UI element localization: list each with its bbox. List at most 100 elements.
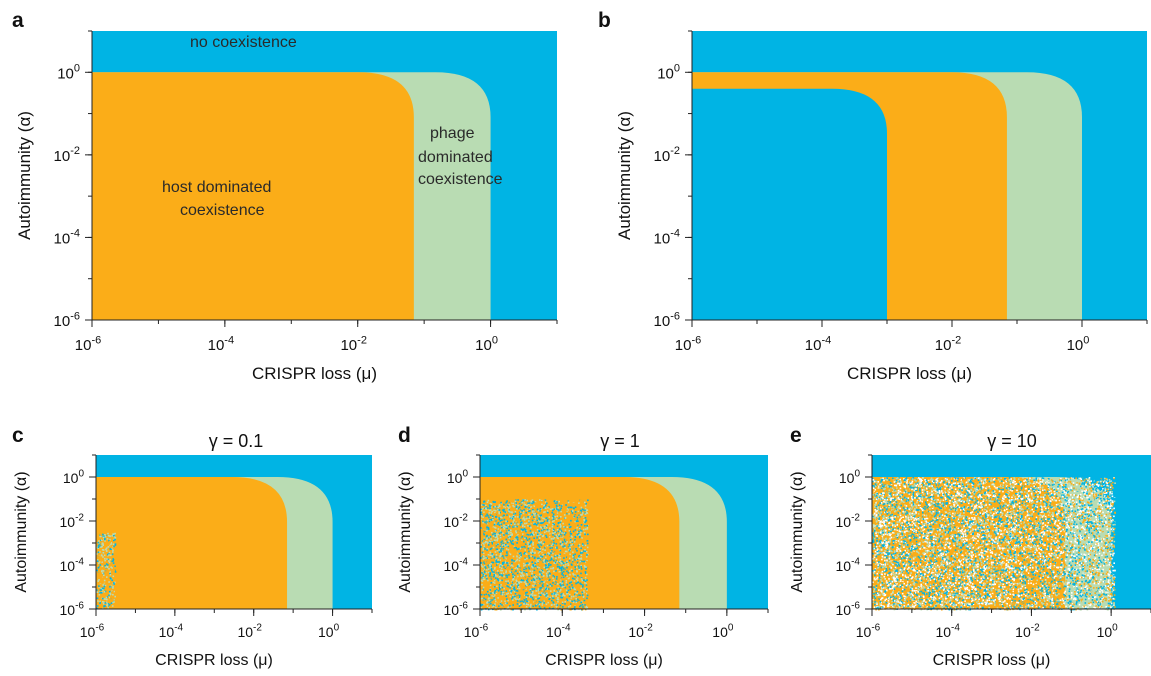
noise-pixel — [955, 493, 957, 495]
noise-pixel — [489, 572, 492, 574]
noise-pixel — [960, 479, 962, 481]
noise-pixel — [556, 537, 559, 540]
noise-pixel — [916, 543, 918, 546]
noise-pixel — [914, 577, 916, 580]
noise-pixel — [108, 606, 111, 608]
noise-pixel — [580, 592, 582, 595]
noise-pixel — [586, 594, 589, 597]
noise-pixel — [487, 504, 489, 506]
noise-pixel — [493, 509, 495, 512]
noise-pixel — [566, 550, 568, 553]
noise-pixel — [504, 602, 507, 605]
noise-pixel — [509, 551, 511, 554]
noise-pixel — [539, 556, 542, 559]
noise-pixel — [965, 606, 967, 609]
noise-pixel — [489, 551, 491, 554]
noise-pixel — [988, 528, 990, 530]
noise-pixel — [509, 539, 511, 542]
noise-pixel — [489, 535, 492, 538]
noise-pixel — [545, 567, 548, 569]
noise-pixel — [559, 604, 562, 607]
noise-pixel — [876, 548, 879, 550]
noise-pixel — [523, 516, 525, 519]
noise-pixel — [484, 571, 486, 573]
noise-pixel — [488, 529, 490, 532]
noise-pixel — [518, 563, 520, 566]
noise-pixel — [524, 557, 526, 560]
noise-pixel — [537, 501, 539, 503]
noise-pixel — [571, 600, 573, 602]
noise-pixel — [502, 562, 505, 564]
noise-pixel — [540, 594, 542, 596]
noise-pixel — [559, 590, 561, 593]
noise-pixel — [953, 589, 955, 591]
noise-pixel — [562, 606, 564, 608]
noise-pixel — [521, 537, 523, 540]
noise-pixel — [105, 596, 108, 599]
noise-pixel — [512, 594, 514, 597]
noise-pixel — [1069, 582, 1071, 585]
noise-pixel — [512, 592, 515, 595]
noise-pixel — [952, 608, 955, 611]
noise-pixel — [568, 558, 571, 561]
noise-pixel — [1088, 588, 1091, 590]
noise-pixel — [1002, 512, 1005, 514]
noise-pixel — [518, 605, 521, 607]
noise-pixel — [528, 508, 531, 510]
noise-pixel — [924, 603, 926, 606]
noise-pixel — [103, 546, 106, 549]
noise-pixel — [545, 572, 548, 575]
noise-pixel — [541, 533, 543, 536]
noise-pixel — [573, 522, 576, 525]
noise-pixel — [494, 530, 497, 532]
noise-pixel — [498, 502, 501, 504]
noise-pixel — [537, 543, 539, 546]
noise-pixel — [992, 601, 995, 603]
noise-pixel — [577, 557, 579, 560]
noise-pixel — [999, 597, 1001, 599]
noise-pixel — [974, 509, 976, 512]
noise-pixel — [524, 562, 527, 564]
noise-pixel — [1072, 568, 1075, 571]
noise-pixel — [528, 575, 530, 578]
noise-pixel — [964, 529, 967, 531]
x-tick-label: 10-6 — [464, 623, 489, 640]
noise-pixel — [108, 540, 111, 543]
noise-pixel — [503, 559, 506, 562]
noise-pixel — [570, 510, 573, 512]
noise-pixel — [518, 596, 521, 598]
noise-pixel — [508, 557, 510, 560]
noise-pixel — [511, 589, 513, 592]
noise-pixel — [584, 550, 587, 552]
noise-pixel — [535, 523, 538, 525]
noise-pixel — [544, 596, 546, 599]
noise-pixel — [497, 579, 500, 582]
noise-pixel — [566, 583, 568, 586]
noise-pixel — [508, 535, 510, 537]
noise-pixel — [542, 580, 544, 583]
noise-pixel — [510, 585, 512, 588]
noise-pixel — [487, 507, 489, 509]
y-tick-label: 100 — [57, 63, 80, 83]
noise-pixel — [574, 539, 576, 541]
noise-pixel — [489, 575, 491, 577]
noise-pixel — [562, 565, 565, 567]
noise-pixel — [526, 578, 529, 580]
noise-pixel — [529, 597, 531, 600]
noise-pixel — [504, 540, 506, 543]
noise-pixel — [975, 490, 978, 492]
noise-pixel — [513, 505, 515, 508]
noise-pixel — [528, 520, 530, 522]
x-axis-label: CRISPR loss (μ) — [252, 364, 377, 383]
noise-pixel — [531, 555, 534, 558]
noise-pixel — [511, 562, 513, 565]
noise-pixel — [531, 588, 534, 591]
noise-pixel — [561, 601, 564, 604]
noise-pixel — [1057, 605, 1059, 608]
noise-pixel — [488, 595, 491, 597]
noise-pixel — [528, 503, 530, 506]
noise-pixel — [553, 542, 555, 544]
noise-pixel — [513, 586, 515, 589]
noise-pixel — [524, 537, 526, 540]
noise-pixel — [113, 538, 115, 541]
